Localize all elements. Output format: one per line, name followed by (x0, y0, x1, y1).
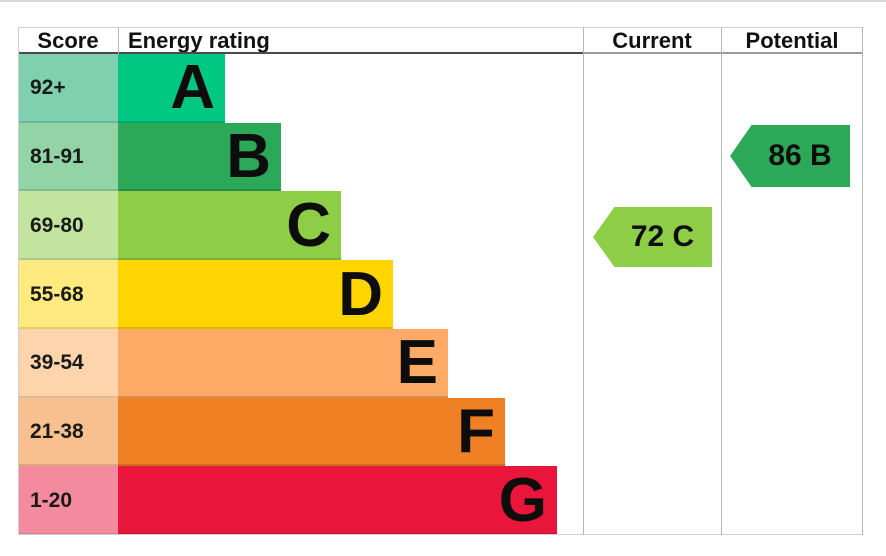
potential-rating-label: 86 B (768, 139, 832, 172)
epc-row-e: 39-54 E (18, 328, 863, 398)
band-bar-e: E (118, 328, 448, 398)
table-bottom-border (18, 534, 863, 535)
table-left-border (18, 27, 19, 535)
epc-row-d: 55-68 D (18, 260, 863, 329)
score-range-cell: 92+ (18, 54, 118, 123)
score-range-cell: 81-91 (18, 122, 118, 192)
band-letter: D (338, 259, 383, 329)
epc-row-a: 92+ A (18, 54, 863, 123)
epc-row-b: 81-91 B (18, 122, 863, 192)
band-bar-a: A (118, 54, 225, 123)
potential-column-left-border (721, 27, 722, 535)
score-range-cell: 39-54 (18, 328, 118, 398)
score-range-cell: 21-38 (18, 397, 118, 467)
band-bar-b: B (118, 122, 281, 192)
table-right-border (862, 27, 863, 535)
band-bar-g: G (118, 465, 557, 536)
band-bar-c: C (118, 190, 341, 261)
potential-rating-arrow: 86 B (730, 125, 850, 187)
potential-column-header: Potential (745, 27, 839, 53)
table-top-border (18, 27, 863, 28)
band-bar-d: D (118, 260, 393, 329)
band-letter: C (286, 190, 331, 260)
header-underline-right (583, 52, 863, 54)
band-letter: E (396, 328, 438, 398)
score-rating-divider (118, 27, 119, 54)
epc-table: Score Energy rating Current Potential 92… (18, 27, 863, 536)
current-rating-label: 72 C (630, 220, 695, 253)
energy-rating-column-header: Energy rating (128, 27, 270, 53)
score-range-cell: 1-20 (18, 466, 118, 536)
epc-row-c: 69-80 C (18, 190, 863, 261)
epc-row-g: 1-20 G (18, 465, 863, 536)
score-column-header: Score (37, 27, 99, 53)
band-letter: A (170, 53, 215, 123)
score-range-cell: 55-68 (18, 260, 118, 329)
band-letter: B (226, 122, 271, 192)
band-letter: F (457, 396, 495, 466)
header-underline-left (18, 52, 583, 54)
band-letter: G (498, 465, 547, 535)
current-column-header: Current (612, 27, 692, 53)
band-bar-f: F (118, 396, 505, 467)
current-rating-arrow: 72 C (593, 207, 712, 267)
epc-table-body: 92+ A 81-91 B 69-80 C 55-68 D 39-54 E 21-38 F 1-20 G (18, 54, 863, 536)
score-range-cell: 69-80 (18, 191, 118, 261)
epc-row-f: 21-38 F (18, 396, 863, 467)
current-column-left-border (583, 27, 584, 535)
